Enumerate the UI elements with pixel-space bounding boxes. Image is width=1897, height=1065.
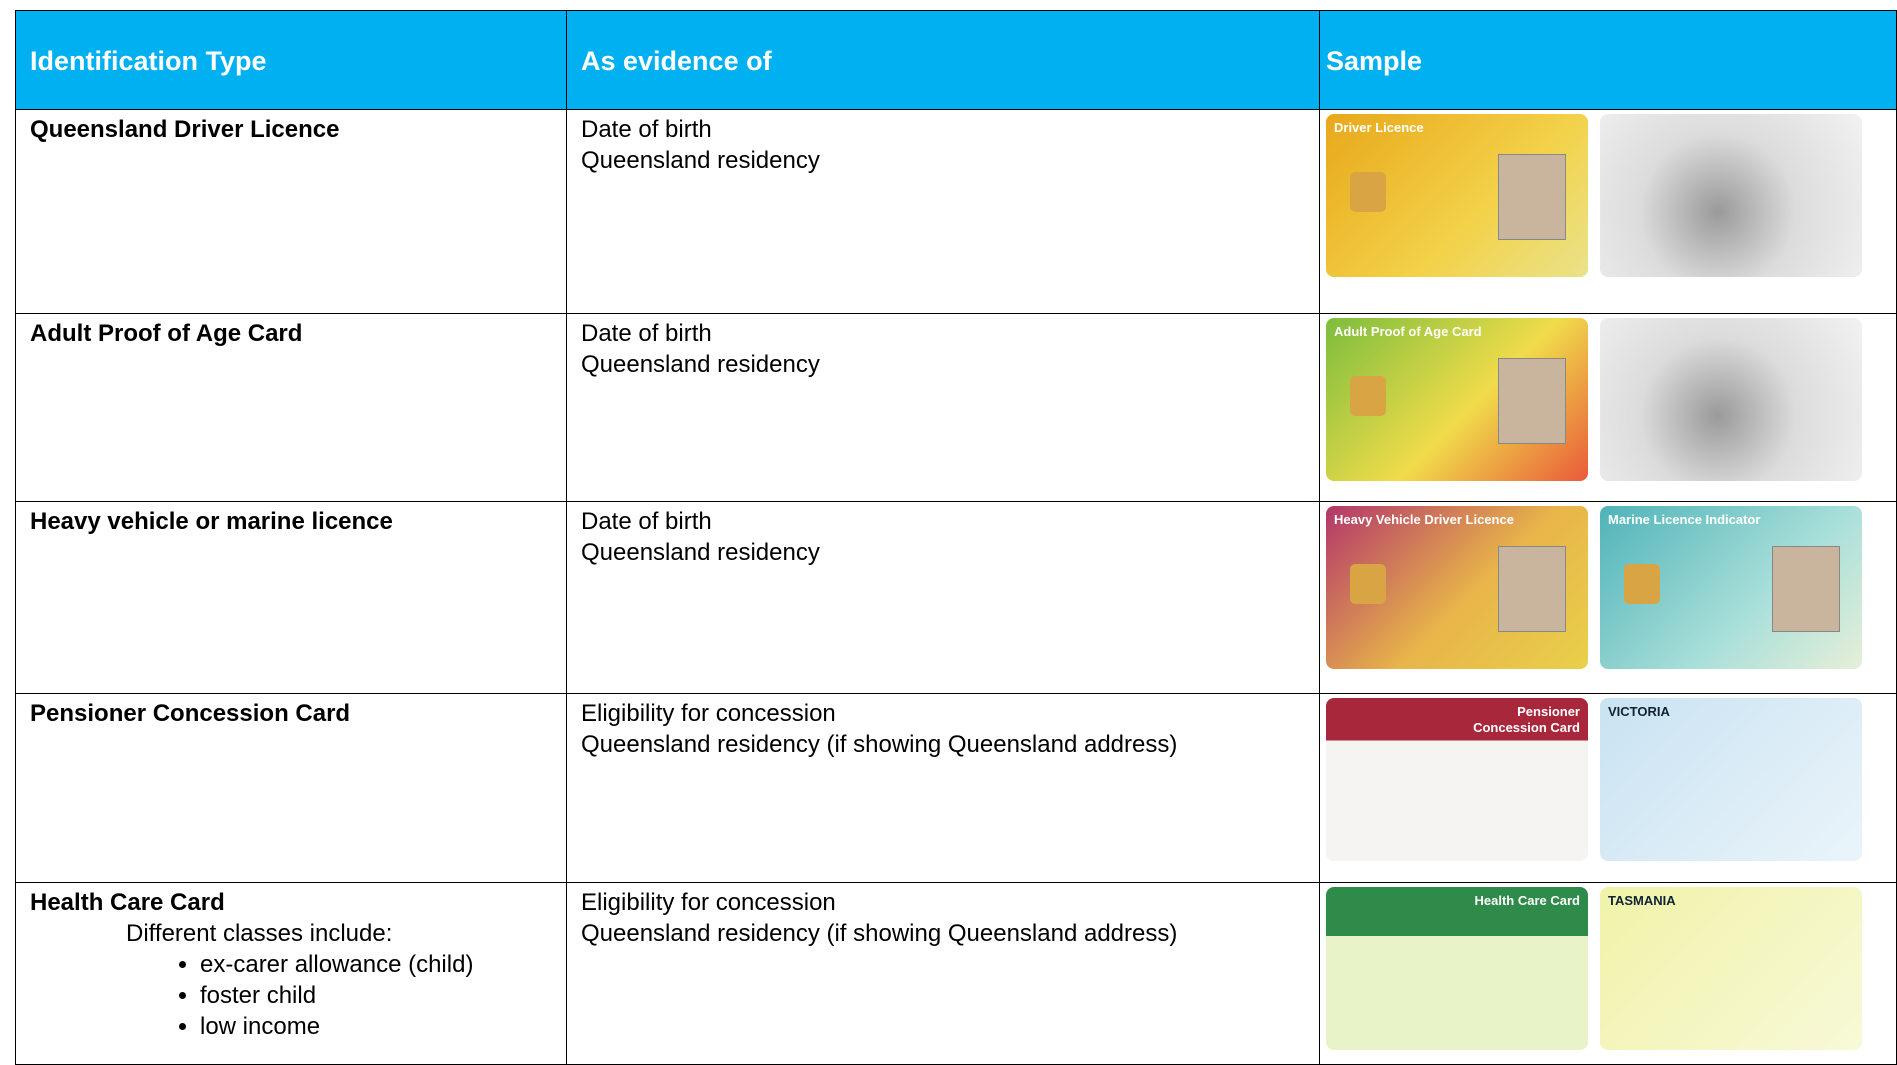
id-card: Adult Proof of Age Card: [1326, 318, 1588, 481]
sample-cell: Heavy Vehicle Driver Licence Marine Licen…: [1319, 502, 1897, 693]
evidence-item: Date of birth: [581, 116, 712, 143]
type-cell: Health Care Card Different classes includ…: [15, 883, 566, 1064]
card-title: Driver Licence: [1334, 120, 1424, 135]
evidence-item: Date of birth: [581, 508, 712, 535]
type-cell: Heavy vehicle or marine licence: [15, 502, 566, 693]
card-back: [1600, 114, 1862, 277]
class-item: foster child: [200, 980, 552, 1011]
card-title: VICTORIA: [1608, 704, 1670, 719]
evidence-item: Date of birth: [581, 320, 712, 347]
header-cell: As evidence of: [566, 11, 1319, 109]
id-table: Identification Type As evidence of Sampl…: [15, 10, 1897, 1065]
evidence-item: Queensland residency: [581, 147, 820, 174]
card-photo: [1498, 546, 1566, 632]
evidence-item: Eligibility for concession: [581, 700, 836, 727]
card-title: Adult Proof of Age Card: [1334, 324, 1482, 339]
evidence-cell: Date of birth Queensland residency: [566, 314, 1319, 501]
id-type: Health Care Card: [30, 889, 225, 916]
evidence-item: Eligibility for concession: [581, 889, 836, 916]
id-card: Pensioner Concession Card: [1326, 698, 1588, 861]
card-chip: [1624, 564, 1660, 604]
sample-cell: Pensioner Concession Card VICTORIA: [1319, 694, 1897, 882]
sample-cell: Adult Proof of Age Card: [1319, 314, 1897, 501]
card-chip: [1350, 172, 1386, 212]
id-card: TASMANIA: [1600, 887, 1862, 1050]
id-type: Adult Proof of Age Card: [30, 320, 303, 347]
id-card: VICTORIA: [1600, 698, 1862, 861]
header-cell: Identification Type: [15, 11, 566, 109]
card-chip: [1350, 564, 1386, 604]
classes-note: Different classes include:: [126, 920, 393, 947]
header-row: Identification Type As evidence of Sampl…: [15, 10, 1897, 110]
evidence-item: Queensland residency (if showing Queensl…: [581, 731, 1178, 758]
id-card: Driver Licence: [1326, 114, 1588, 277]
class-list: ex-carer allowance (child)foster childlo…: [30, 949, 552, 1042]
class-item: low income: [200, 1011, 552, 1042]
id-type: Pensioner Concession Card: [30, 700, 351, 727]
evidence-item: Queensland residency (if showing Queensl…: [581, 920, 1178, 947]
card-title: Heavy Vehicle Driver Licence: [1334, 512, 1514, 527]
table-row: Health Care Card Different classes includ…: [15, 883, 1897, 1065]
card-title: TASMANIA: [1608, 893, 1676, 908]
type-cell: Pensioner Concession Card: [15, 694, 566, 882]
table-row: Queensland Driver Licence Date of birth Qu…: [15, 110, 1897, 314]
card-photo: [1498, 154, 1566, 240]
card-title: Marine Licence Indicator: [1608, 512, 1761, 527]
card-title: Pensioner Concession Card: [1473, 704, 1580, 735]
evidence-item: Queensland residency: [581, 351, 820, 378]
table-row: Adult Proof of Age Card Date of birth Quee…: [15, 314, 1897, 502]
sample-cell: Driver Licence: [1319, 110, 1897, 313]
id-card: Heavy Vehicle Driver Licence: [1326, 506, 1588, 669]
evidence-cell: Date of birth Queensland residency: [566, 110, 1319, 313]
class-item: ex-carer allowance (child): [200, 949, 552, 980]
evidence-item: Queensland residency: [581, 539, 820, 566]
type-cell: Queensland Driver Licence: [15, 110, 566, 313]
id-type: Heavy vehicle or marine licence: [30, 508, 393, 535]
table-row: Heavy vehicle or marine licence Date of b…: [15, 502, 1897, 694]
card-photo: [1772, 546, 1840, 632]
id-card: Health Care Card: [1326, 887, 1588, 1050]
card-chip: [1350, 376, 1386, 416]
header-cell: Sample: [1319, 11, 1897, 109]
id-type: Queensland Driver Licence: [30, 116, 340, 143]
card-title: Health Care Card: [1474, 893, 1580, 908]
evidence-cell: Date of birth Queensland residency: [566, 502, 1319, 693]
id-card: Marine Licence Indicator: [1600, 506, 1862, 669]
evidence-cell: Eligibility for concession Queensland res…: [566, 694, 1319, 882]
evidence-cell: Eligibility for concession Queensland res…: [566, 883, 1319, 1064]
table-row: Pensioner Concession Card Eligibility for…: [15, 694, 1897, 883]
sample-cell: Health Care Card TASMANIA: [1319, 883, 1897, 1064]
card-photo: [1498, 358, 1566, 444]
type-cell: Adult Proof of Age Card: [15, 314, 566, 501]
card-back: [1600, 318, 1862, 481]
